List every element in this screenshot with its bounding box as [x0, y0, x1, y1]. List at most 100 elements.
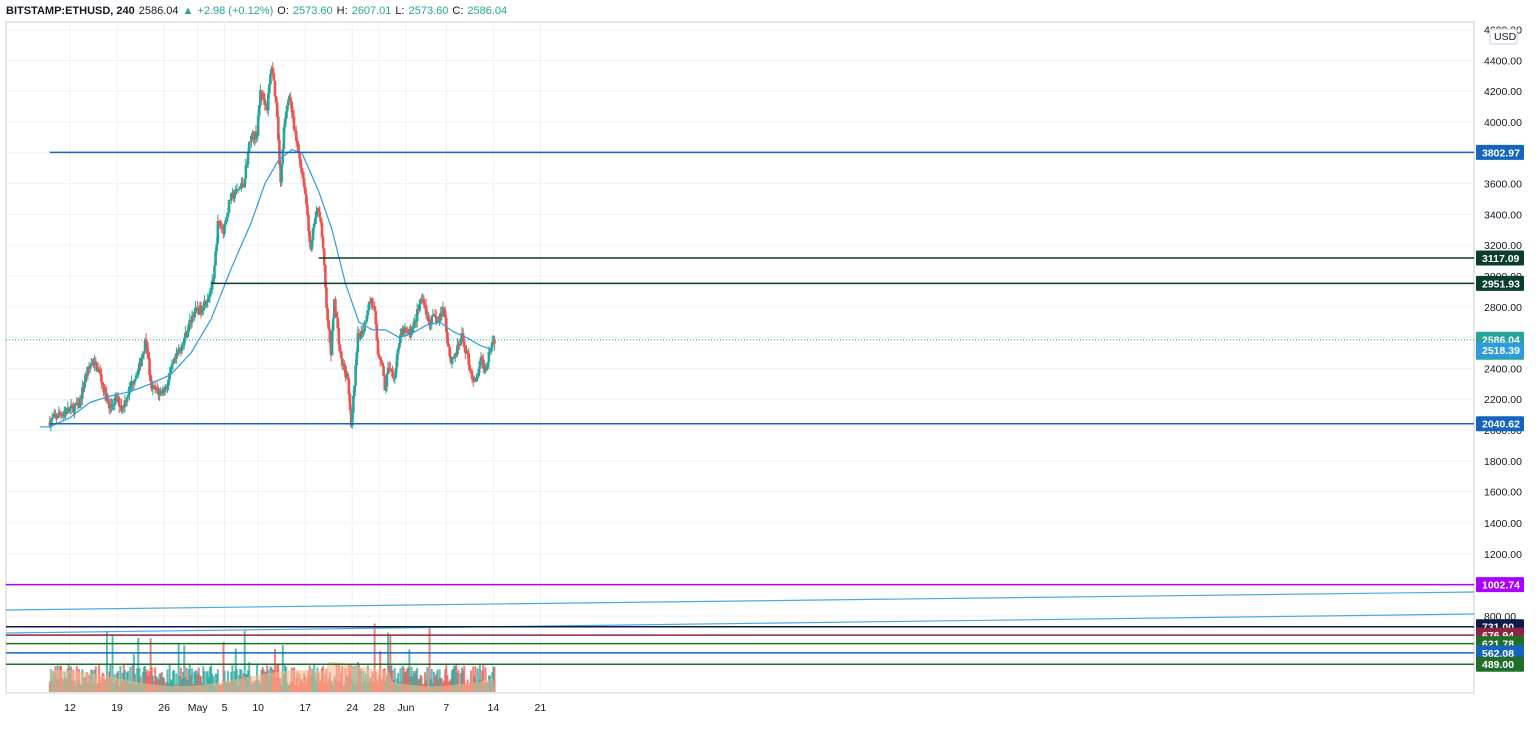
volume-bar — [453, 665, 456, 692]
price-tick-label: 2400.00 — [1484, 363, 1522, 375]
level-price-label: 2040.62 — [1482, 419, 1520, 431]
volume-bar — [408, 649, 411, 692]
ma-price-label: 2518.39 — [1482, 345, 1520, 357]
volume-bar — [413, 673, 416, 692]
candle-body — [423, 304, 427, 306]
volume-bar — [178, 676, 181, 692]
candle-body — [89, 363, 93, 367]
candle-body — [283, 118, 287, 128]
candle-body — [456, 344, 459, 355]
candle-body — [458, 345, 462, 347]
candle-body — [338, 344, 342, 351]
candle-body — [383, 375, 387, 391]
candle-body — [394, 367, 398, 377]
last-price: 2586.04 — [138, 5, 179, 17]
candle-body — [363, 322, 366, 332]
volume-bar — [203, 671, 206, 692]
close-value: 2586.04 — [467, 5, 508, 17]
volume-bar — [154, 667, 157, 692]
volume-bar — [156, 677, 159, 692]
candle-body — [459, 338, 463, 346]
volume-bar — [187, 669, 190, 692]
candle-body — [340, 358, 344, 366]
volume-bar — [433, 671, 435, 692]
candle-body — [210, 280, 214, 290]
lower-level-label: 489.00 — [1482, 659, 1514, 671]
volume-bar — [151, 675, 154, 692]
candle-body — [427, 314, 430, 322]
volume-bar — [450, 670, 453, 692]
candle-body — [241, 183, 244, 186]
price-tick-label: 2200.00 — [1484, 394, 1522, 406]
volume-bar — [446, 675, 449, 692]
candle-body — [158, 391, 161, 395]
candle-body — [125, 397, 129, 402]
candle-body — [321, 237, 325, 249]
candle-body — [100, 373, 103, 383]
candle-body — [359, 330, 363, 339]
candle-body — [355, 352, 359, 366]
volume-bar — [148, 671, 151, 692]
candle-body — [68, 408, 72, 411]
candle-body — [311, 227, 315, 241]
candle-body — [285, 105, 289, 112]
chart-header: BITSTAMP:ETHUSD, 240 2586.04 ▲ +2.98 (+0… — [6, 3, 507, 19]
candle-body — [445, 318, 448, 333]
candle-body — [191, 316, 195, 318]
time-tick-label: 24 — [346, 702, 358, 714]
time-tick-label: Jun — [398, 702, 415, 714]
candle-body — [113, 397, 117, 405]
candle-body — [488, 351, 492, 353]
volume-bar — [462, 670, 465, 692]
candle-body — [453, 353, 457, 357]
candle-body — [339, 350, 343, 359]
candle-body — [290, 101, 294, 113]
price-tick-label: 1200.00 — [1484, 549, 1522, 561]
candle-body — [395, 354, 399, 368]
volume-bar — [132, 654, 135, 692]
volume-bar — [419, 674, 422, 692]
volume-bar — [195, 670, 198, 692]
candle-body — [376, 340, 380, 355]
volume-bar — [182, 672, 185, 692]
candle-body — [54, 414, 57, 416]
candle-body — [78, 398, 82, 409]
candle-body — [450, 358, 454, 363]
candle-body — [260, 90, 263, 97]
candle-body — [486, 362, 490, 367]
volume-bar — [435, 673, 438, 692]
candle-body — [61, 414, 65, 417]
candle-body — [428, 321, 431, 325]
candle-body — [307, 214, 310, 231]
volume-bar — [469, 670, 472, 692]
volume-bar — [198, 675, 201, 692]
time-tick-label: 10 — [252, 702, 264, 714]
candle-body — [129, 386, 132, 388]
volume-bar — [145, 671, 148, 692]
candle-body — [386, 367, 390, 375]
open-value: 2573.60 — [292, 5, 333, 17]
candle-body — [387, 367, 391, 370]
volume-bar — [179, 667, 182, 692]
volume-bar — [476, 668, 479, 692]
candle-body — [325, 287, 328, 308]
volume-bar — [166, 669, 169, 692]
candle-body — [335, 313, 338, 318]
candle-body — [382, 365, 385, 376]
volume-bar — [405, 671, 407, 692]
volume-bar — [122, 664, 125, 692]
candle-body — [294, 130, 298, 141]
level-price-label-box — [1476, 250, 1524, 266]
candle-body — [478, 361, 482, 369]
candle-body — [438, 319, 441, 322]
volume-bar — [111, 634, 114, 692]
price-tick-label: 1800.00 — [1484, 456, 1522, 468]
volume-bar — [438, 669, 441, 692]
volume-bar — [172, 670, 175, 692]
volume-bar — [223, 670, 226, 692]
candle-body — [372, 305, 375, 307]
volume-bar — [214, 673, 217, 692]
trend-line — [5, 591, 1475, 611]
level-price-label: 3802.97 — [1482, 147, 1520, 159]
